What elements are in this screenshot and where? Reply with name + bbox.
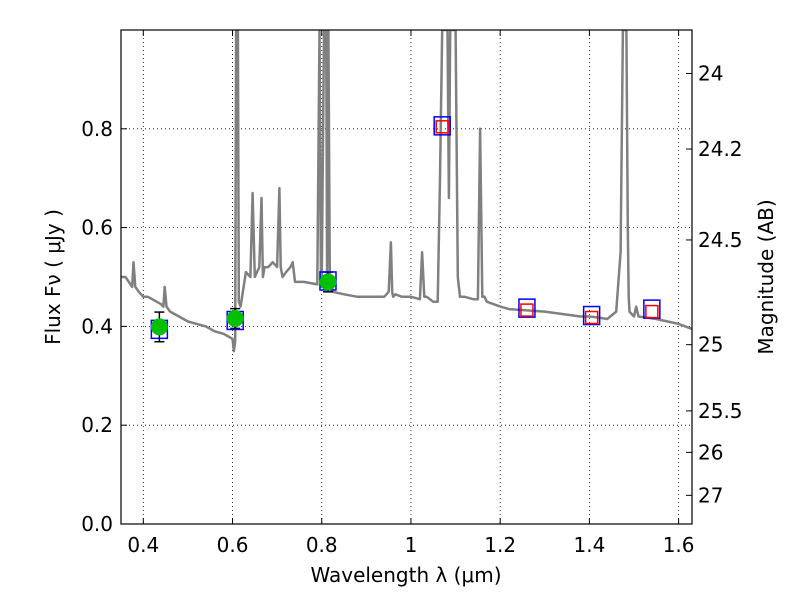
axis-ticks: 0.4 0.6 0.8 1 1.2 1.4 1.6 0.0 0.2 0.4 0.6 0.8 24 24.2… xyxy=(81,30,743,557)
plot-frame xyxy=(120,29,693,525)
y-tick-label: 0.2 xyxy=(81,413,113,437)
photometry-point xyxy=(226,309,244,327)
right-tick-label: 24.2 xyxy=(698,137,743,161)
x-tick-label: 1 xyxy=(405,533,418,557)
right-tick-label: 25 xyxy=(698,333,723,357)
y-axis-label: Flux Fν ( μJy ) xyxy=(41,209,65,345)
right-tick-label: 24 xyxy=(698,61,723,85)
x-tick-label: 1.4 xyxy=(573,533,605,557)
x-tick-label: 0.4 xyxy=(127,533,159,557)
right-tick-label: 24.5 xyxy=(698,228,743,252)
model-marker-blue xyxy=(582,305,601,326)
photometry-point xyxy=(150,318,168,336)
y-tick-label: 0.0 xyxy=(81,512,113,536)
right-tick-label: 27 xyxy=(698,483,723,507)
model-marker-blue xyxy=(433,116,451,136)
right-axis-label: Magnitude (AB) xyxy=(754,199,778,354)
right-tick-label: 26 xyxy=(698,440,723,464)
photometry-point xyxy=(319,273,337,291)
x-tick-label: 1.2 xyxy=(484,533,516,557)
y-tick-label: 0.6 xyxy=(81,216,113,240)
model-marker-red xyxy=(645,304,659,319)
x-axis-label: Wavelength λ (μm) xyxy=(310,563,501,587)
y-tick-label: 0.4 xyxy=(81,314,113,338)
right-tick-label: 25.5 xyxy=(698,399,743,423)
y-tick-label: 0.8 xyxy=(81,117,113,141)
x-tick-label: 1.6 xyxy=(663,533,695,557)
model-marker-blue xyxy=(518,298,536,318)
model-marker-red xyxy=(520,303,534,317)
model-marker-red xyxy=(435,120,449,134)
model-marker-red xyxy=(584,310,599,325)
x-tick-label: 0.6 xyxy=(217,533,249,557)
markers-layer xyxy=(150,116,661,343)
x-tick-label: 0.8 xyxy=(306,533,338,557)
